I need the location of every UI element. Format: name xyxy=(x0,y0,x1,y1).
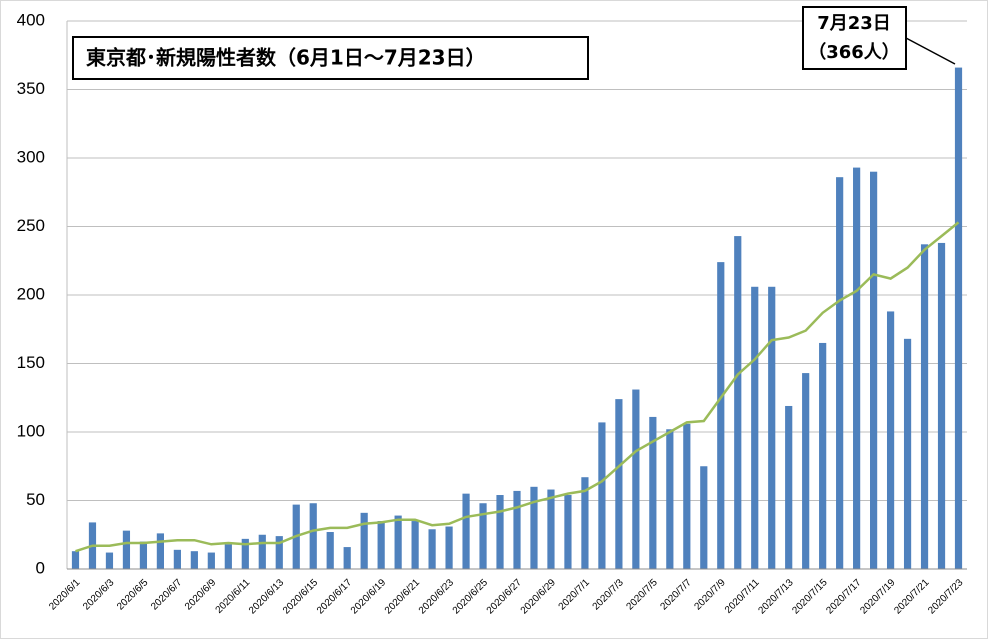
bar xyxy=(632,389,640,569)
callout-line xyxy=(905,37,956,65)
bar xyxy=(445,526,453,569)
bar xyxy=(768,286,776,569)
bar xyxy=(870,171,878,569)
title-box xyxy=(72,36,589,80)
callout-text: （366人） xyxy=(808,42,900,63)
bar xyxy=(547,489,555,569)
bar xyxy=(513,490,521,569)
y-tick-label: 250 xyxy=(17,216,45,235)
bar xyxy=(802,373,810,569)
bar xyxy=(920,244,929,569)
bar xyxy=(105,552,114,569)
bar xyxy=(224,544,232,569)
bar xyxy=(71,551,80,569)
bar xyxy=(700,466,708,569)
bar xyxy=(937,242,946,569)
bar xyxy=(666,429,674,569)
callout-text: 7月23日 xyxy=(817,13,891,34)
y-tick-label: 400 xyxy=(17,10,45,29)
bar xyxy=(241,538,249,569)
y-tick-label: 300 xyxy=(17,147,45,166)
y-tick-label: 50 xyxy=(26,490,45,509)
bar xyxy=(836,177,844,569)
callout-box xyxy=(802,6,907,70)
trend-line xyxy=(75,221,960,553)
chart-title: 東京都･新規陽性者数（6月1日～7月23日） xyxy=(86,46,486,70)
bar xyxy=(954,67,963,569)
bar xyxy=(853,167,861,569)
bar xyxy=(734,236,742,569)
y-tick-label: 350 xyxy=(17,79,45,98)
bar xyxy=(394,515,402,569)
bar xyxy=(411,521,419,569)
bar xyxy=(156,533,164,569)
bar xyxy=(581,477,589,569)
bar xyxy=(615,399,623,569)
bar xyxy=(886,311,895,569)
bar xyxy=(496,495,504,569)
bar xyxy=(479,503,487,569)
bar xyxy=(751,286,759,569)
bar xyxy=(649,416,657,569)
bar xyxy=(122,530,131,569)
bar xyxy=(309,503,317,569)
bar xyxy=(190,551,198,569)
bar xyxy=(343,547,351,569)
bar xyxy=(326,532,334,569)
bar xyxy=(903,338,912,569)
bar xyxy=(530,486,538,569)
bar xyxy=(462,493,470,569)
bar xyxy=(207,552,215,569)
y-tick-label: 200 xyxy=(17,284,45,303)
bar xyxy=(377,521,385,569)
bar xyxy=(428,529,436,569)
y-tick-label: 150 xyxy=(17,353,45,372)
y-tick-label: 100 xyxy=(17,421,45,440)
plot-area: 0501001502002503003504002020/6/12020/6/3… xyxy=(17,10,967,616)
bar xyxy=(258,534,266,569)
bar xyxy=(785,405,793,569)
bar xyxy=(564,495,572,569)
bar xyxy=(598,422,606,569)
y-tick-label: 0 xyxy=(36,558,45,577)
bar xyxy=(717,262,725,569)
bar xyxy=(275,536,283,569)
bar xyxy=(819,342,827,569)
bar xyxy=(139,541,148,569)
bar xyxy=(683,423,691,569)
bar xyxy=(173,549,181,569)
bar xyxy=(360,512,368,569)
